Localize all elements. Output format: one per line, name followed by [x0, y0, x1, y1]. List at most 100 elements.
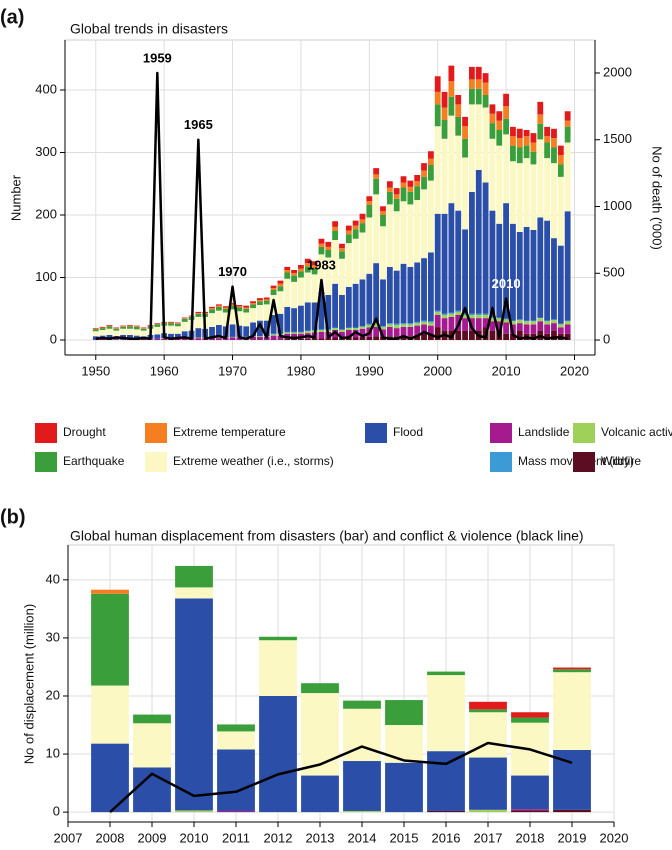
legend-label: Earthquake [63, 454, 125, 468]
bar-segment [468, 191, 475, 314]
bar-segment [263, 320, 270, 337]
bar-segment [510, 126, 516, 137]
bar-segment [469, 701, 507, 710]
bar-segment [291, 333, 298, 339]
panel-label: (a) [0, 6, 24, 28]
bar-segment [564, 321, 571, 325]
bar-segment [352, 283, 359, 328]
bar-segment [250, 336, 256, 340]
bar-segment [489, 113, 496, 124]
bar-segment [229, 305, 236, 310]
bar-segment [99, 330, 106, 336]
line [109, 741, 573, 814]
y-tick-label: 400 [35, 81, 57, 96]
bar-segment [195, 328, 202, 338]
bar-segment [489, 321, 496, 331]
bar-segment [325, 295, 332, 330]
bar-segment [91, 743, 129, 813]
x-tick-label: 2020 [600, 830, 629, 845]
bar-segment [427, 335, 434, 340]
y-tick-label: 100 [35, 269, 57, 284]
bar-segment [530, 324, 537, 334]
bar-segment [277, 339, 284, 340]
bar-segment [366, 336, 373, 340]
bar-segment [92, 329, 99, 332]
bar-segment [345, 286, 352, 328]
bar-segment [250, 301, 256, 304]
bar-segment [564, 333, 571, 340]
bar-segment [120, 328, 127, 335]
bar-segment [448, 203, 455, 313]
bar-segment [332, 330, 339, 338]
bar-segment [393, 325, 400, 329]
bar-segment [318, 338, 325, 340]
legend-label: Landslide [518, 425, 570, 439]
bar-segment [318, 254, 325, 292]
bar-segment [427, 751, 465, 811]
bar-segment [516, 319, 523, 320]
bar-segment [530, 133, 537, 143]
bar-segment [448, 313, 455, 317]
bar-segment [106, 325, 113, 326]
bar-segment [441, 213, 448, 314]
bar-segment [222, 307, 229, 309]
bar-segment [544, 136, 551, 143]
bar-segment [511, 717, 549, 723]
bar-segment [284, 278, 291, 307]
bar-segment [277, 286, 284, 292]
bar-segment [393, 270, 400, 324]
bar-segment [434, 311, 441, 315]
bar-segment [475, 313, 482, 315]
bar-segment [284, 338, 291, 340]
bar-segment [133, 723, 171, 768]
bar-segment [448, 65, 455, 82]
bar-segment [181, 318, 188, 319]
bar-segment [332, 230, 339, 240]
bar-segment [217, 810, 255, 813]
bar-segment [91, 685, 129, 744]
bar-segment [263, 300, 270, 305]
bar-segment [380, 326, 386, 330]
bar-segment [291, 338, 298, 340]
bar-segment [195, 313, 202, 317]
bar-segment [469, 757, 507, 810]
bar-segment [311, 338, 318, 340]
bar-segment [332, 337, 339, 340]
bar-segment [421, 258, 427, 321]
bar-segment [366, 201, 373, 205]
bar-segment [154, 338, 161, 340]
bar-segment [427, 180, 434, 253]
bar-segment [516, 128, 523, 139]
bar-segment [385, 700, 423, 726]
bar-segment [510, 136, 516, 146]
bar-segment [154, 323, 161, 325]
bar-segment [468, 79, 475, 89]
bar-segment [407, 186, 414, 192]
bar-segment [530, 164, 537, 230]
legend-swatch [145, 423, 167, 443]
bar-segment [133, 329, 140, 336]
bar-segment [339, 331, 345, 339]
bar-segment [229, 324, 236, 337]
bar-segment [551, 163, 557, 239]
bar-segment [318, 330, 325, 332]
bar-segment [489, 104, 496, 114]
bar-segment [284, 270, 291, 273]
bar-segment [475, 315, 482, 319]
bar-segment [298, 332, 304, 334]
bar-segment [496, 223, 503, 318]
bar-segment [92, 331, 99, 337]
bar-segment [511, 712, 549, 718]
bar-segment [564, 126, 571, 143]
bar-segment [301, 775, 339, 813]
bar-segment [455, 135, 462, 211]
bar-segment [181, 321, 188, 332]
bar-segment [551, 147, 557, 164]
bar-segment [441, 315, 448, 319]
bar-segment [113, 328, 120, 329]
bar-segment [553, 667, 591, 670]
bar-segment [496, 120, 503, 130]
bar-segment [250, 322, 256, 337]
line [95, 71, 568, 340]
bar-segment [414, 335, 421, 340]
